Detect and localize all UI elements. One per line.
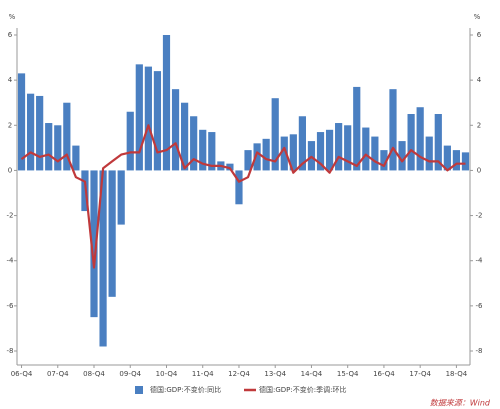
- bar: [344, 125, 352, 171]
- bar: [443, 145, 451, 171]
- x-tick-label: 07-Q4: [47, 370, 69, 378]
- y-tick-label: 0: [8, 166, 12, 174]
- bar: [90, 170, 98, 318]
- bar: [280, 136, 288, 171]
- y2-tick-label: 4: [477, 76, 482, 84]
- x-tick-label: 09-Q4: [119, 370, 141, 378]
- bar: [434, 114, 442, 171]
- y2-unit: %: [474, 13, 481, 21]
- bar: [190, 116, 198, 171]
- bar: [99, 170, 107, 347]
- bar: [45, 123, 53, 171]
- bar: [461, 152, 470, 171]
- bar: [226, 163, 234, 171]
- y2-tick-label: 6: [477, 31, 482, 39]
- bar: [335, 123, 343, 171]
- y2-tick-label: 0: [477, 166, 481, 174]
- x-tick-label: 06-Q4: [11, 370, 33, 378]
- bar: [171, 89, 180, 171]
- bar: [36, 95, 44, 171]
- x-tick-label: 14-Q4: [301, 370, 323, 378]
- source: 数据来源：Wind: [430, 399, 491, 408]
- legend-swatch: [135, 386, 143, 394]
- bar: [108, 170, 116, 297]
- bar: [325, 129, 334, 171]
- bar: [208, 132, 216, 171]
- bar: [63, 102, 71, 171]
- x-tick-label: 15-Q4: [337, 370, 359, 378]
- y-tick-label: 6: [8, 31, 13, 39]
- x-tick-label: 11-Q4: [192, 370, 214, 378]
- bar: [298, 116, 306, 171]
- x-tick-label: 17-Q4: [409, 370, 431, 378]
- x-tick-label: 16-Q4: [373, 370, 395, 378]
- y2-tick-label: -4: [476, 257, 484, 265]
- bar: [135, 64, 143, 171]
- bar: [425, 136, 433, 171]
- y2-tick-label: -2: [476, 212, 483, 220]
- bar: [117, 170, 125, 225]
- bar: [181, 102, 189, 171]
- bar: [380, 150, 388, 171]
- y-unit: %: [9, 13, 16, 21]
- x-tick-label: 13-Q4: [264, 370, 286, 378]
- bar: [253, 143, 261, 171]
- y-tick-label: -2: [7, 212, 14, 220]
- bar: [54, 125, 62, 171]
- legend-label: 德国:GDP:不变价:同比: [150, 385, 221, 394]
- x-tick-label: 10-Q4: [156, 370, 178, 378]
- x-tick-label: 08-Q4: [83, 370, 105, 378]
- bar: [271, 98, 279, 171]
- bar: [289, 134, 297, 171]
- bar: [389, 89, 397, 171]
- x-tick-label: 12-Q4: [228, 370, 250, 378]
- bar: [144, 66, 152, 171]
- bar: [353, 86, 361, 171]
- y-tick-label: -8: [7, 347, 14, 355]
- bar: [316, 132, 325, 171]
- bar: [262, 138, 270, 171]
- bar: [72, 145, 80, 171]
- bar: [199, 129, 207, 171]
- bar: [416, 107, 424, 171]
- bar: [398, 141, 406, 171]
- y-tick-label: 4: [8, 76, 13, 84]
- y-tick-label: -6: [7, 302, 15, 310]
- y-tick-label: -4: [7, 257, 15, 265]
- bar: [452, 150, 461, 171]
- y2-tick-label: -6: [476, 302, 484, 310]
- legend-label: 德国:GDP:不变价:季调:环比: [259, 385, 346, 394]
- bar: [17, 73, 26, 171]
- bar: [407, 114, 415, 171]
- bar: [371, 136, 379, 171]
- bar: [362, 127, 370, 171]
- bar: [162, 35, 171, 171]
- y2-tick-label: 2: [477, 121, 481, 129]
- bar: [26, 93, 35, 171]
- x-tick-label: 18-Q4: [446, 370, 468, 378]
- bar: [235, 170, 243, 205]
- y2-tick-label: -8: [476, 347, 483, 355]
- bar: [126, 111, 134, 171]
- bar: [244, 150, 252, 171]
- line: [20, 124, 466, 269]
- bar: [153, 71, 162, 171]
- bar: [307, 141, 316, 171]
- y-tick-label: 2: [8, 121, 12, 129]
